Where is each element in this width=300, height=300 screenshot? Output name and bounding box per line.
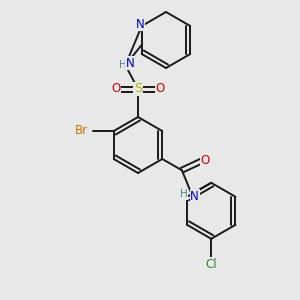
Text: Cl: Cl: [206, 258, 217, 271]
Text: N: N: [126, 57, 135, 70]
Text: O: O: [200, 154, 209, 167]
Text: H: H: [180, 189, 188, 199]
Text: N: N: [190, 190, 199, 202]
Text: O: O: [156, 82, 165, 95]
Text: N: N: [135, 17, 144, 31]
Text: O: O: [111, 82, 120, 95]
Text: Br: Br: [74, 124, 88, 137]
Text: H: H: [118, 60, 126, 70]
Text: S: S: [134, 82, 142, 95]
